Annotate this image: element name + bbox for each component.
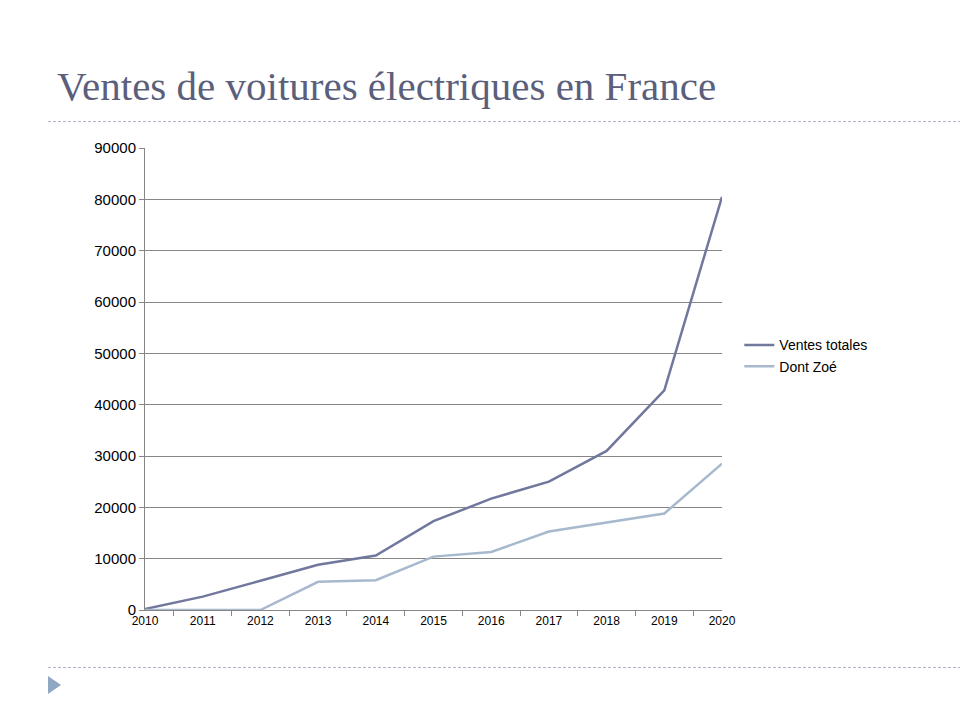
svg-text:50000: 50000	[94, 345, 136, 362]
svg-text:90000: 90000	[94, 139, 136, 156]
svg-text:2013: 2013	[305, 614, 332, 628]
svg-text:80000: 80000	[94, 191, 136, 208]
svg-text:Ventes totales: Ventes totales	[779, 337, 867, 353]
svg-text:10000: 10000	[94, 550, 136, 567]
svg-text:2015: 2015	[420, 614, 447, 628]
svg-text:2012: 2012	[247, 614, 274, 628]
svg-text:2019: 2019	[651, 614, 678, 628]
svg-text:2011: 2011	[190, 614, 216, 628]
svg-text:2016: 2016	[478, 614, 505, 628]
svg-text:2020: 2020	[709, 614, 736, 628]
svg-text:0: 0	[128, 601, 136, 618]
svg-text:20000: 20000	[94, 499, 136, 516]
svg-text:2018: 2018	[593, 614, 620, 628]
svg-text:2017: 2017	[536, 614, 563, 628]
svg-text:2010: 2010	[132, 614, 159, 628]
svg-text:40000: 40000	[94, 396, 136, 413]
svg-text:2014: 2014	[362, 614, 389, 628]
svg-text:30000: 30000	[94, 447, 136, 464]
svg-text:60000: 60000	[94, 293, 136, 310]
svg-text:Dont Zoé: Dont Zoé	[779, 359, 837, 375]
svg-text:70000: 70000	[94, 242, 136, 259]
html-text:Ventes de voitures électriques: Ventes de voitures électriques en France	[57, 63, 717, 109]
